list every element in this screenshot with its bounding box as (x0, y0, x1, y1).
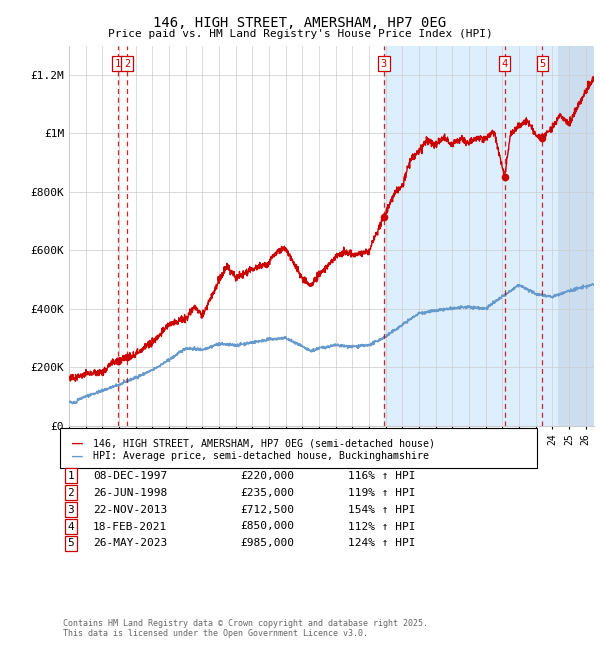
Text: 2: 2 (67, 488, 74, 498)
Text: 4: 4 (67, 521, 74, 532)
Text: 146, HIGH STREET, AMERSHAM, HP7 0EG (semi-detached house): 146, HIGH STREET, AMERSHAM, HP7 0EG (sem… (93, 438, 435, 448)
Text: 2: 2 (124, 58, 130, 69)
Text: 4: 4 (502, 58, 508, 69)
Text: 22-NOV-2013: 22-NOV-2013 (93, 504, 167, 515)
Text: 119% ↑ HPI: 119% ↑ HPI (348, 488, 415, 498)
Text: 18-FEB-2021: 18-FEB-2021 (93, 521, 167, 532)
Text: 08-DEC-1997: 08-DEC-1997 (93, 471, 167, 481)
Text: —: — (72, 447, 83, 465)
Text: HPI: Average price, semi-detached house, Buckinghamshire: HPI: Average price, semi-detached house,… (93, 451, 429, 462)
Text: Price paid vs. HM Land Registry's House Price Index (HPI): Price paid vs. HM Land Registry's House … (107, 29, 493, 38)
Text: 124% ↑ HPI: 124% ↑ HPI (348, 538, 415, 549)
Text: 1: 1 (67, 471, 74, 481)
Text: 5: 5 (67, 538, 74, 549)
Text: 3: 3 (381, 58, 387, 69)
Text: 116% ↑ HPI: 116% ↑ HPI (348, 471, 415, 481)
Bar (558, 46, 594, 426)
Text: £220,000: £220,000 (240, 471, 294, 481)
Text: £235,000: £235,000 (240, 488, 294, 498)
Text: 26-MAY-2023: 26-MAY-2023 (93, 538, 167, 549)
Text: £712,500: £712,500 (240, 504, 294, 515)
Text: 26-JUN-1998: 26-JUN-1998 (93, 488, 167, 498)
Text: 112% ↑ HPI: 112% ↑ HPI (348, 521, 415, 532)
Bar (384, 46, 558, 426)
Text: £850,000: £850,000 (240, 521, 294, 532)
Text: 3: 3 (67, 504, 74, 515)
Text: 1: 1 (115, 58, 121, 69)
Text: —: — (72, 434, 83, 452)
Text: £985,000: £985,000 (240, 538, 294, 549)
Text: Contains HM Land Registry data © Crown copyright and database right 2025.
This d: Contains HM Land Registry data © Crown c… (63, 619, 428, 638)
Text: 146, HIGH STREET, AMERSHAM, HP7 0EG: 146, HIGH STREET, AMERSHAM, HP7 0EG (154, 16, 446, 31)
Text: 5: 5 (539, 58, 545, 69)
Text: 154% ↑ HPI: 154% ↑ HPI (348, 504, 415, 515)
